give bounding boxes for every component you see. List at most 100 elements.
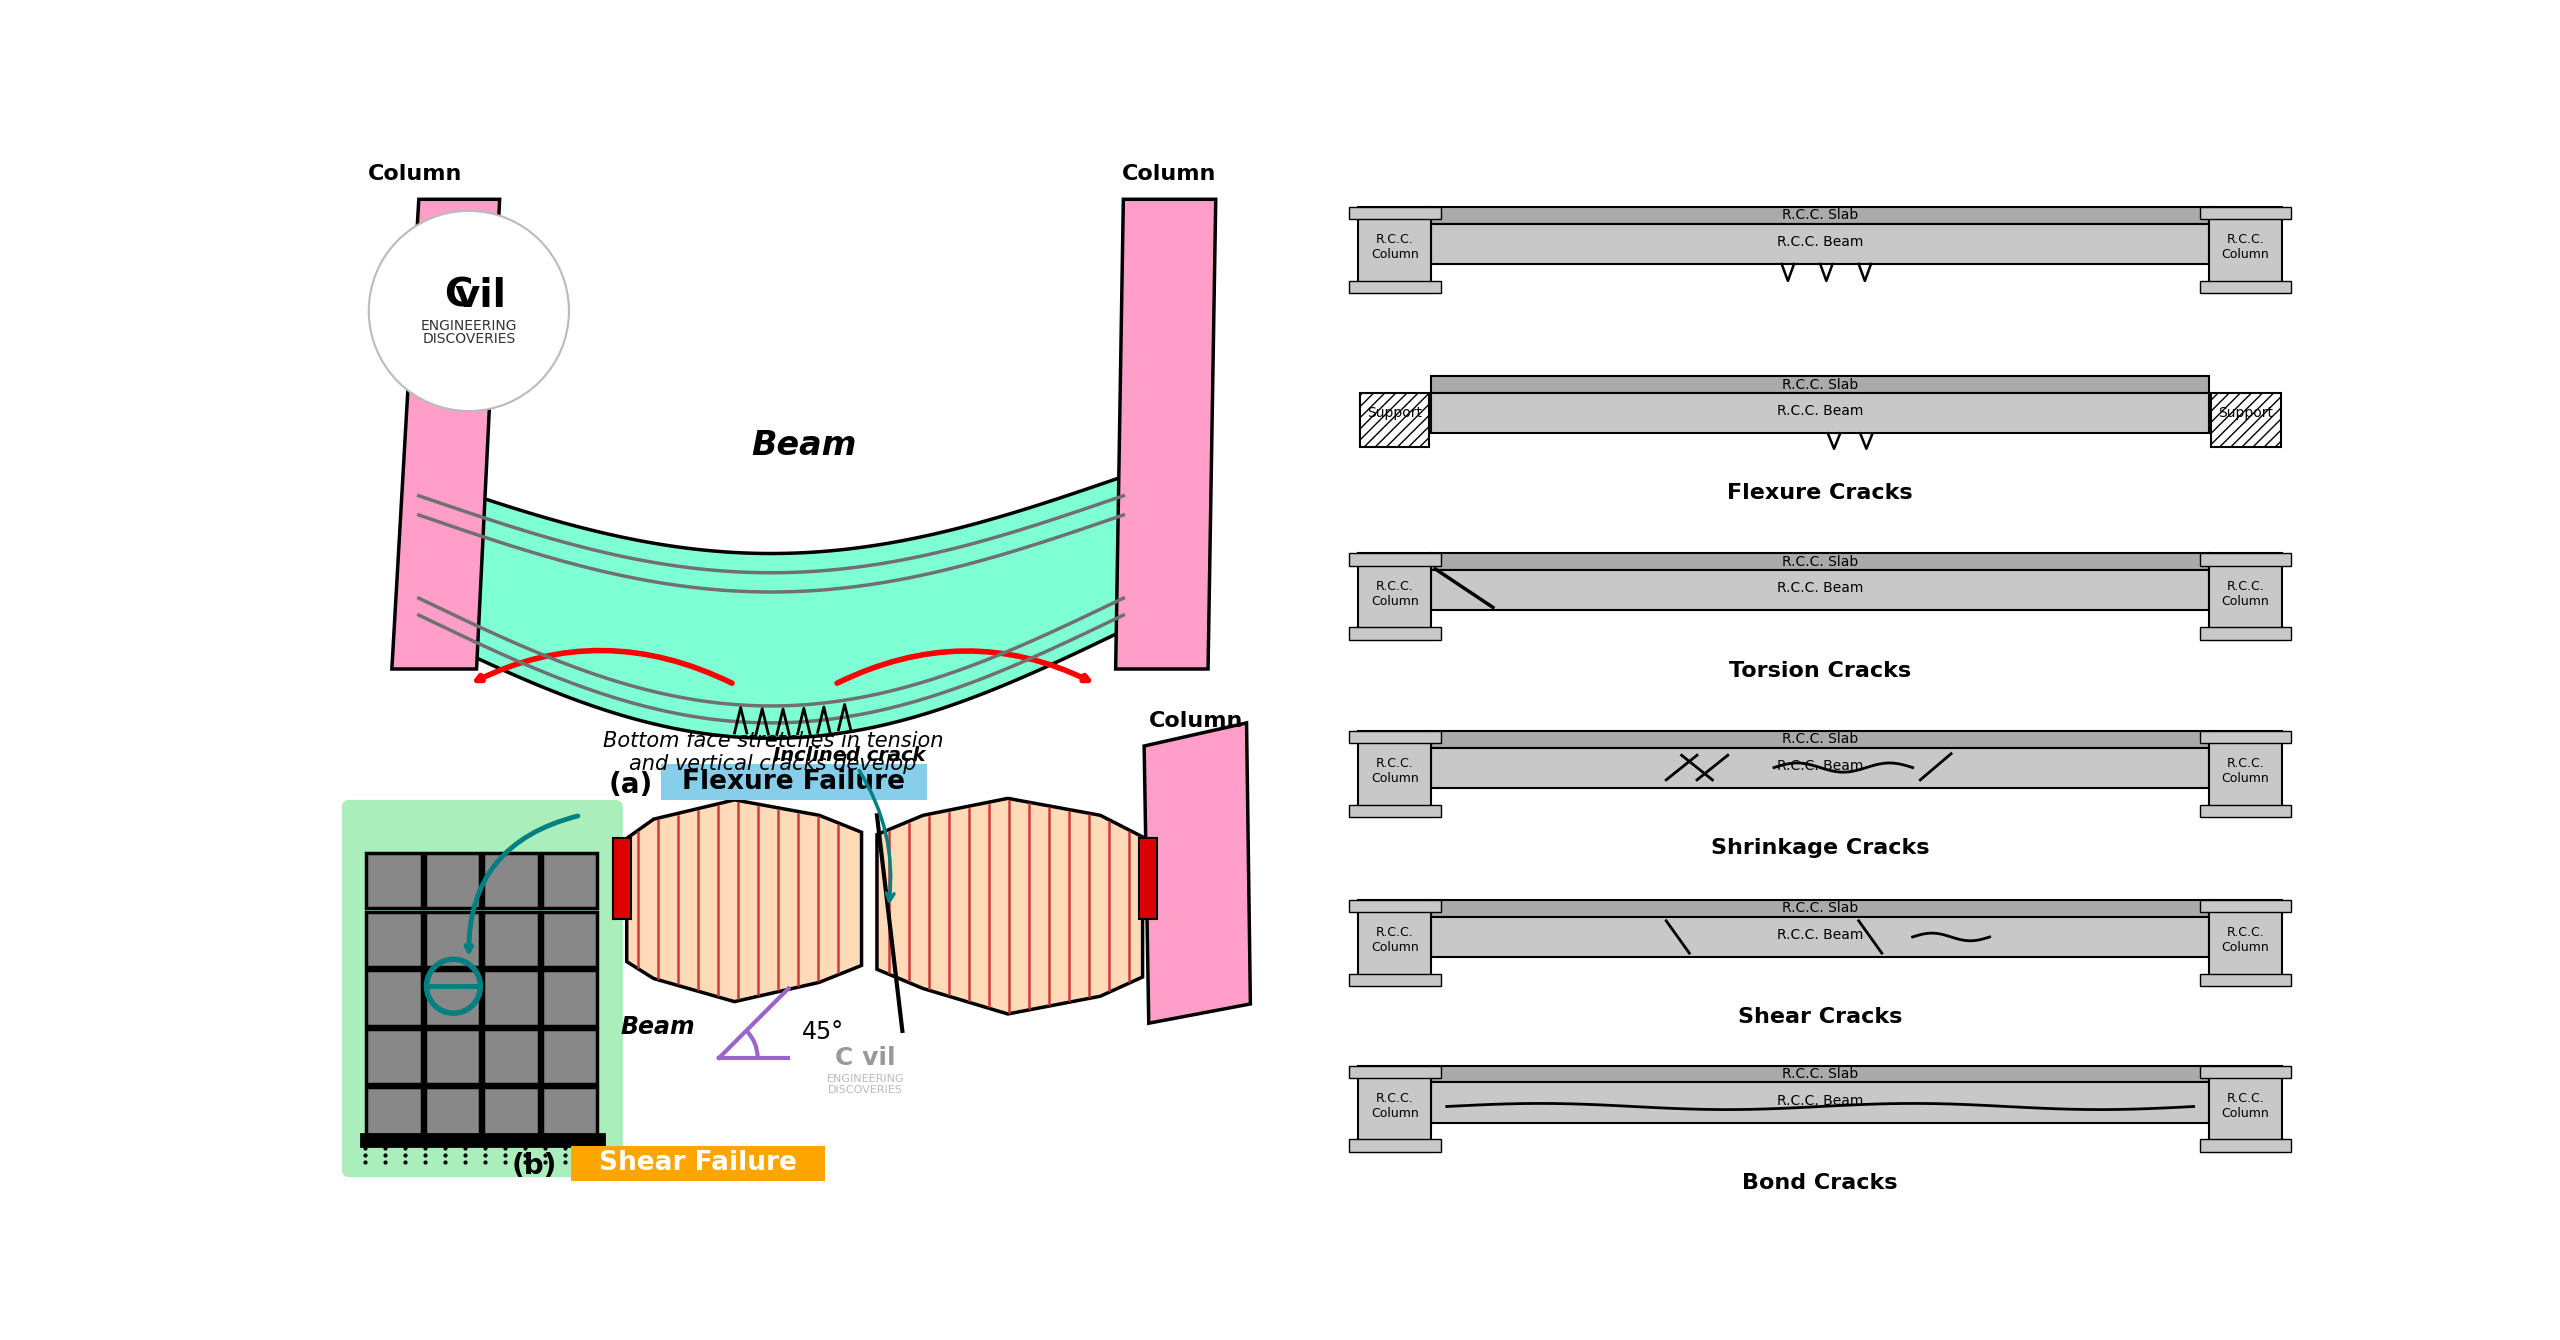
Bar <box>1349 206 1441 220</box>
Bar <box>2199 974 2291 986</box>
Bar <box>1359 1065 1431 1152</box>
Bar <box>2199 804 2291 817</box>
Bar <box>1349 730 1441 742</box>
Bar <box>2209 1065 2281 1152</box>
Bar <box>1431 377 2209 394</box>
Bar <box>1431 224 2209 264</box>
Bar <box>543 854 596 909</box>
Text: R.C.C.
Column: R.C.C. Column <box>1372 926 1418 954</box>
Text: R.C.C. Slab: R.C.C. Slab <box>1782 555 1859 570</box>
Text: R.C.C.
Column: R.C.C. Column <box>2222 1092 2271 1120</box>
Bar <box>1349 804 1441 817</box>
Bar <box>425 911 481 967</box>
Bar <box>2199 1065 2291 1077</box>
Bar <box>1431 917 2209 957</box>
Bar <box>1359 394 1428 448</box>
Bar <box>612 839 632 919</box>
Bar <box>1349 1065 1441 1077</box>
Text: R.C.C. Slab: R.C.C. Slab <box>1782 732 1859 746</box>
Bar <box>366 854 422 909</box>
Bar <box>484 854 540 909</box>
Text: DISCOVERIES: DISCOVERIES <box>827 1085 904 1095</box>
Bar <box>366 970 422 1025</box>
Text: Column: Column <box>369 163 463 184</box>
Text: R.C.C.
Column: R.C.C. Column <box>2222 579 2271 607</box>
Text: R.C.C. Beam: R.C.C. Beam <box>1777 234 1864 249</box>
Bar <box>425 970 481 1025</box>
Bar <box>1359 553 1431 639</box>
Bar <box>425 1087 481 1143</box>
Bar <box>2199 900 2291 913</box>
Text: Support: Support <box>1367 406 1421 421</box>
Polygon shape <box>1116 200 1216 669</box>
Bar <box>2199 553 2291 565</box>
Text: R.C.C.
Column: R.C.C. Column <box>1372 757 1418 785</box>
Text: DISCOVERIES: DISCOVERIES <box>422 332 515 347</box>
Bar <box>543 970 596 1025</box>
Text: R.C.C. Slab: R.C.C. Slab <box>1782 902 1859 915</box>
Bar <box>366 1087 422 1143</box>
Text: R.C.C. Slab: R.C.C. Slab <box>1782 1067 1859 1081</box>
Text: R.C.C.
Column: R.C.C. Column <box>2222 233 2271 261</box>
Text: R.C.C. Beam: R.C.C. Beam <box>1777 758 1864 773</box>
Bar <box>2199 206 2291 220</box>
Bar <box>1431 900 2209 917</box>
Bar <box>1431 1083 2209 1123</box>
Text: ENGINEERING: ENGINEERING <box>420 319 517 334</box>
Text: Bottom face stretches in tension
and vertical cracks develop: Bottom face stretches in tension and ver… <box>602 730 942 773</box>
Bar <box>1431 748 2209 788</box>
Bar <box>2209 553 2281 639</box>
Bar <box>1431 571 2209 611</box>
Text: C vil: C vil <box>835 1045 896 1069</box>
Bar <box>543 1087 596 1143</box>
Bar <box>1431 553 2209 571</box>
Bar <box>1349 900 1441 913</box>
Bar <box>366 1029 422 1084</box>
Text: Shrinkage Cracks: Shrinkage Cracks <box>1710 838 1930 858</box>
Bar <box>484 970 540 1025</box>
Bar <box>2212 394 2281 448</box>
Bar <box>2209 900 2281 986</box>
Bar <box>484 1029 540 1084</box>
Text: R.C.C. Beam: R.C.C. Beam <box>1777 929 1864 942</box>
Bar <box>1139 839 1157 919</box>
Bar <box>1359 900 1431 986</box>
Bar <box>366 911 422 967</box>
Bar <box>361 1134 604 1147</box>
Text: Shear Cracks: Shear Cracks <box>1738 1008 1902 1026</box>
Text: R.C.C.
Column: R.C.C. Column <box>2222 757 2271 785</box>
Bar <box>425 1029 481 1084</box>
Text: Column: Column <box>1149 710 1244 730</box>
Bar <box>2209 730 2281 817</box>
Bar <box>484 1087 540 1143</box>
Text: Shear Failure: Shear Failure <box>599 1150 796 1177</box>
Text: Torsion Cracks: Torsion Cracks <box>1728 661 1912 681</box>
Text: Flexure Cracks: Flexure Cracks <box>1728 484 1912 504</box>
FancyBboxPatch shape <box>343 800 622 1178</box>
Bar <box>484 911 540 967</box>
Text: R.C.C. Beam: R.C.C. Beam <box>1777 582 1864 595</box>
Bar <box>1431 206 2209 224</box>
Text: R.C.C. Slab: R.C.C. Slab <box>1782 378 1859 391</box>
Bar <box>2199 730 2291 742</box>
Polygon shape <box>392 200 499 669</box>
Text: R.C.C. Slab: R.C.C. Slab <box>1782 209 1859 222</box>
Bar <box>1431 730 2209 748</box>
Bar <box>1431 1065 2209 1083</box>
Bar <box>543 1029 596 1084</box>
Text: Column: Column <box>1121 163 1216 184</box>
Text: (b): (b) <box>512 1151 558 1179</box>
Text: vil: vil <box>456 276 507 315</box>
Bar <box>543 911 596 967</box>
Bar <box>1349 281 1441 293</box>
Text: R.C.C.
Column: R.C.C. Column <box>1372 233 1418 261</box>
Text: ENGINEERING: ENGINEERING <box>827 1073 904 1084</box>
Bar <box>1349 1139 1441 1152</box>
Bar <box>660 765 927 800</box>
Bar <box>1349 627 1441 639</box>
Text: (a): (a) <box>609 770 653 799</box>
Polygon shape <box>1144 722 1249 1024</box>
Text: Beam: Beam <box>620 1016 694 1038</box>
Text: R.C.C. Beam: R.C.C. Beam <box>1777 405 1864 418</box>
Bar <box>425 854 481 909</box>
